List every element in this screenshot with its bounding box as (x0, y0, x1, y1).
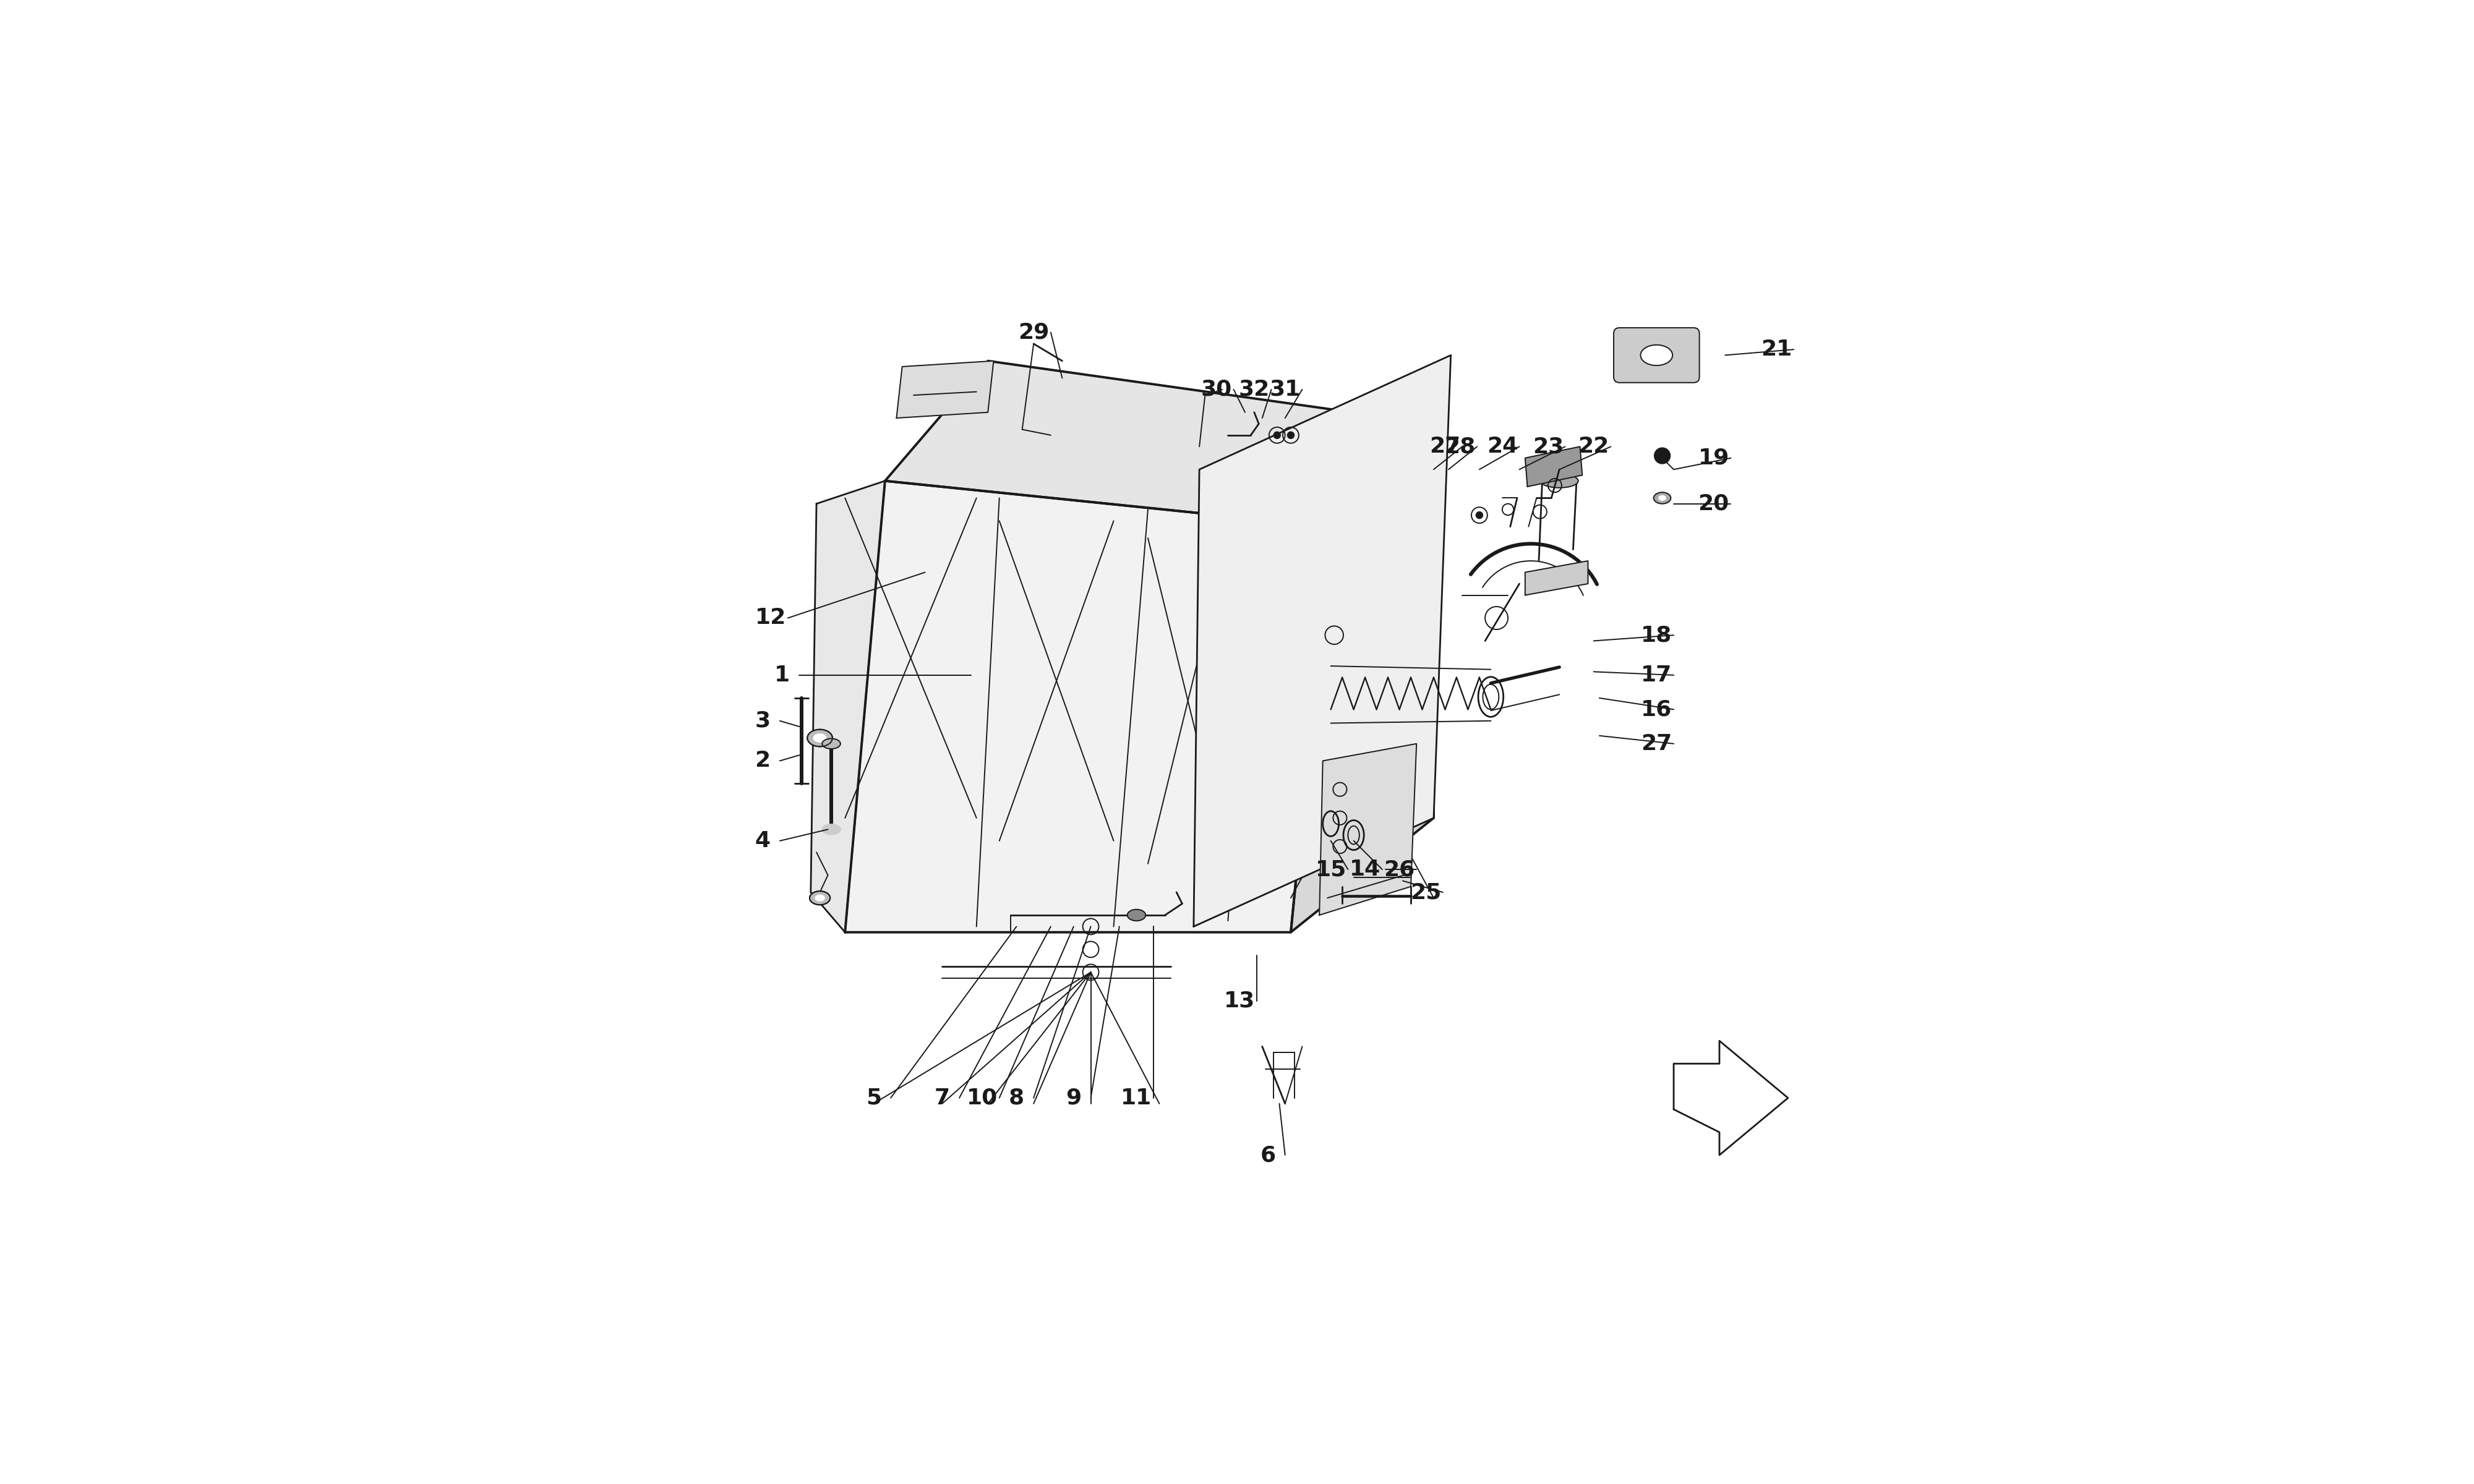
Circle shape (1274, 432, 1282, 439)
Text: 27: 27 (1430, 436, 1460, 457)
Circle shape (1655, 448, 1670, 463)
Text: 15: 15 (1316, 859, 1346, 880)
Text: 6: 6 (1259, 1144, 1277, 1165)
FancyBboxPatch shape (1613, 328, 1700, 383)
Text: 26: 26 (1383, 859, 1415, 880)
Text: 14: 14 (1348, 859, 1380, 880)
Text: 7: 7 (935, 1088, 950, 1109)
Circle shape (1286, 432, 1294, 439)
Ellipse shape (809, 890, 831, 905)
Ellipse shape (821, 824, 841, 834)
Polygon shape (811, 481, 886, 932)
Text: 16: 16 (1640, 699, 1672, 720)
Ellipse shape (1658, 496, 1667, 502)
Polygon shape (1524, 561, 1588, 595)
Ellipse shape (814, 895, 824, 901)
Text: 3: 3 (755, 711, 769, 732)
Text: 19: 19 (1697, 448, 1729, 469)
Text: 27: 27 (1640, 733, 1672, 754)
Text: 31: 31 (1269, 378, 1301, 401)
Text: 11: 11 (1121, 1088, 1153, 1109)
Text: 24: 24 (1487, 436, 1517, 457)
Ellipse shape (807, 730, 831, 746)
Polygon shape (896, 361, 995, 418)
Text: 20: 20 (1697, 493, 1729, 515)
Ellipse shape (1653, 493, 1670, 503)
Ellipse shape (821, 739, 841, 749)
Text: 2: 2 (755, 751, 769, 772)
Text: 8: 8 (1009, 1088, 1024, 1109)
Polygon shape (846, 481, 1331, 932)
Polygon shape (886, 361, 1432, 527)
Text: 17: 17 (1640, 665, 1672, 686)
Circle shape (1477, 512, 1482, 518)
Text: 18: 18 (1640, 625, 1672, 646)
Text: 28: 28 (1445, 436, 1475, 457)
Text: 5: 5 (866, 1088, 881, 1109)
Polygon shape (1291, 424, 1432, 932)
Ellipse shape (1128, 910, 1145, 920)
Text: 13: 13 (1225, 990, 1254, 1011)
Text: 32: 32 (1239, 378, 1269, 401)
Ellipse shape (1541, 473, 1578, 488)
Polygon shape (1192, 355, 1450, 926)
Text: 10: 10 (967, 1088, 997, 1109)
Text: 25: 25 (1410, 881, 1442, 902)
Text: 22: 22 (1578, 436, 1608, 457)
Text: 23: 23 (1531, 436, 1564, 457)
Text: 1: 1 (774, 665, 789, 686)
Text: 9: 9 (1066, 1088, 1081, 1109)
Text: 29: 29 (1017, 322, 1049, 343)
Polygon shape (1675, 1040, 1789, 1155)
Polygon shape (1524, 447, 1583, 487)
Polygon shape (1319, 743, 1418, 916)
Text: 30: 30 (1200, 378, 1232, 401)
Text: 4: 4 (755, 831, 769, 852)
Text: 12: 12 (755, 607, 787, 629)
Ellipse shape (1640, 344, 1672, 365)
Text: 21: 21 (1761, 338, 1791, 361)
Ellipse shape (814, 733, 826, 742)
